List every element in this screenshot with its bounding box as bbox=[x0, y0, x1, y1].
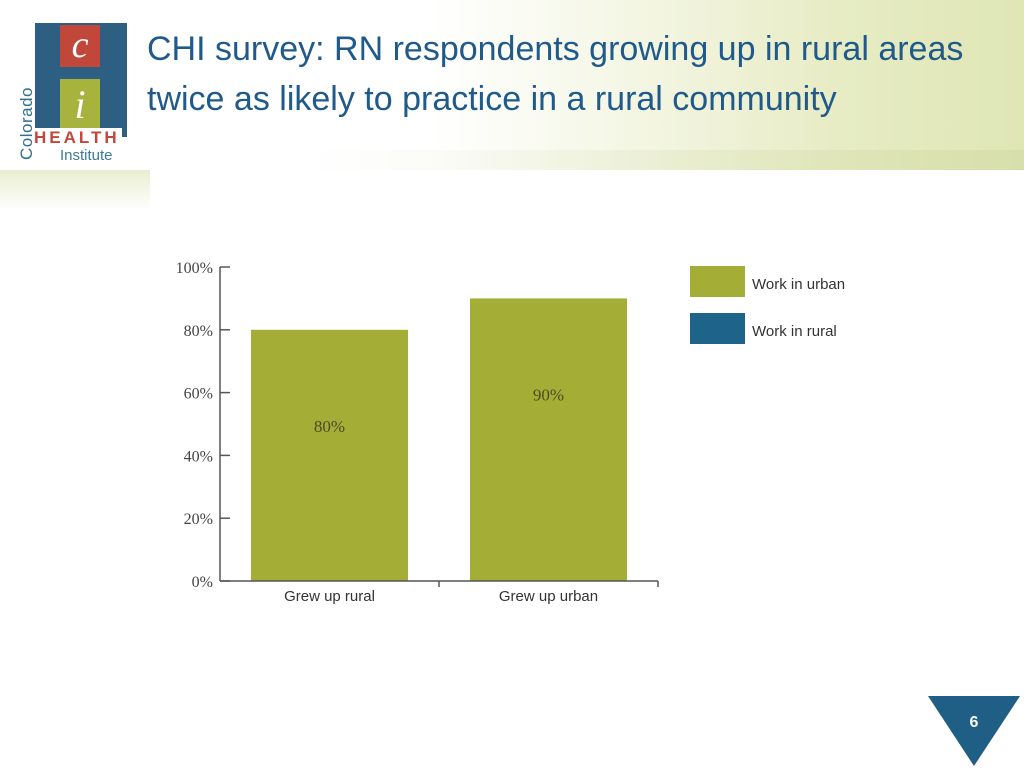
y-tick-label: 100% bbox=[176, 260, 213, 277]
legend-label: Work in urban bbox=[752, 276, 845, 293]
bar-work-in-urban-grew-up-urban bbox=[470, 298, 627, 581]
x-category-label: Grew up rural bbox=[284, 588, 375, 605]
slide-title: CHI survey: RN respondents growing up in… bbox=[147, 30, 964, 118]
logo-health-text: HEALTH bbox=[32, 128, 122, 148]
legend-label: Work in rural bbox=[752, 323, 837, 340]
header-decoration-left bbox=[0, 170, 150, 210]
header-band bbox=[0, 0, 1024, 170]
page-number: 6 bbox=[969, 714, 979, 731]
y-tick-label: 0% bbox=[192, 574, 213, 591]
legend-swatch-work-in-urban bbox=[690, 266, 745, 297]
data-label: 90% bbox=[533, 385, 564, 404]
legend-swatch-work-in-rural bbox=[690, 313, 745, 344]
x-category-label: Grew up urban bbox=[499, 588, 598, 605]
page-badge-triangle bbox=[928, 696, 1020, 766]
colorado-health-institute-logo: Colorado c i HEALTH Institute bbox=[8, 20, 133, 165]
y-tick-label: 20% bbox=[184, 511, 213, 528]
y-tick-label: 60% bbox=[184, 386, 213, 403]
bar-work-in-urban-grew-up-rural bbox=[251, 329, 408, 581]
page-number-badge: 6 bbox=[928, 696, 1020, 766]
y-tick-label: 40% bbox=[184, 448, 213, 465]
logo-letter-c: c bbox=[60, 25, 100, 67]
data-label: 80% bbox=[314, 417, 345, 436]
header-decoration bbox=[300, 150, 1024, 170]
logo-letter-i: i bbox=[60, 79, 100, 135]
y-tick-label: 80% bbox=[184, 323, 213, 340]
logo-institute-text: Institute bbox=[60, 147, 113, 164]
